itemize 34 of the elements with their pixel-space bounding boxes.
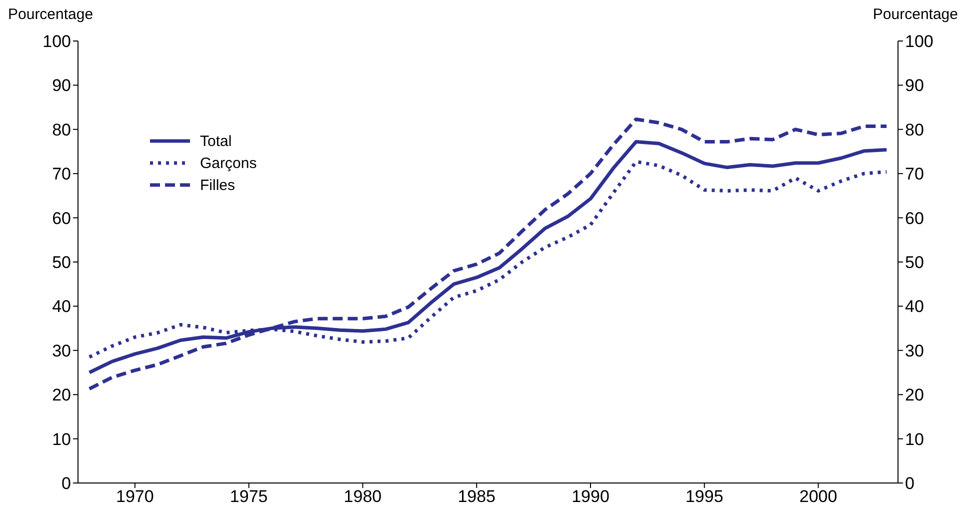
y-tick-label: 100: [42, 32, 71, 52]
x-tick-label: 1975: [230, 487, 268, 506]
y2-tick-label: 20: [905, 386, 924, 405]
legend-label: Filles: [200, 176, 236, 194]
y-tick-label: 10: [52, 430, 71, 449]
y2-tick-label: 90: [905, 76, 924, 96]
legend-label: Total: [200, 132, 232, 150]
y-tick-label: 20: [52, 386, 71, 405]
x-tick-label: 2000: [799, 487, 838, 506]
y-tick-label: 30: [52, 341, 71, 360]
y-tick-label: 40: [52, 297, 71, 316]
y2-tick-label: 70: [905, 164, 924, 184]
x-tick-label: 1970: [116, 487, 154, 506]
y-tick-label: 70: [52, 164, 71, 184]
x-tick-label: 1980: [344, 487, 382, 506]
legend-label: Garçons: [200, 154, 257, 172]
y2-tick-label: 30: [905, 341, 924, 360]
y-axis-title: Pourcentage: [8, 6, 94, 23]
y2-tick-label: 80: [905, 120, 924, 140]
y2-tick-label: 40: [905, 297, 924, 316]
y-tick-label: 60: [52, 208, 71, 228]
y-tick-label: 50: [52, 253, 71, 272]
y-tick-label: 80: [52, 120, 71, 140]
x-tick-label: 1990: [572, 487, 610, 506]
x-tick-label: 1995: [685, 487, 724, 506]
y-tick-label: 0: [62, 474, 71, 494]
y2-axis-title: Pourcentage: [872, 6, 958, 23]
y2-tick-label: 10: [905, 430, 924, 449]
x-tick-label: 1985: [458, 487, 496, 506]
y2-tick-label: 50: [905, 253, 924, 272]
y2-tick-label: 60: [905, 208, 924, 228]
y2-tick-label: 100: [905, 32, 934, 52]
y-tick-label: 90: [52, 76, 71, 96]
y2-tick-label: 0: [905, 474, 914, 494]
